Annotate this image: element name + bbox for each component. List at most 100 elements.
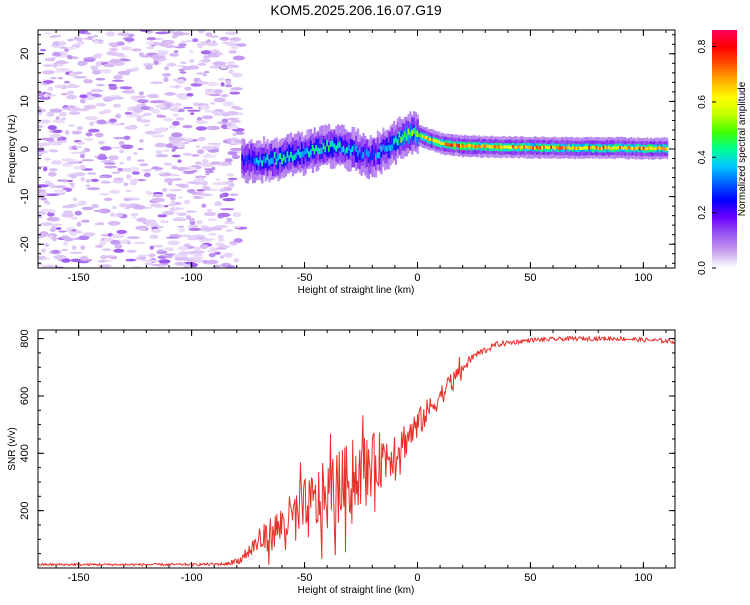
noise-speck <box>116 41 125 46</box>
noise-speck <box>178 251 191 255</box>
noise-speck <box>62 107 70 110</box>
signal-cell <box>358 146 361 153</box>
noise-speck <box>209 247 216 252</box>
noise-speck <box>79 255 89 261</box>
spectrogram-cells <box>38 30 669 268</box>
noise-speck <box>164 205 169 208</box>
signal-cell <box>581 146 584 150</box>
noise-speck <box>39 49 47 52</box>
signal-cell <box>628 146 631 150</box>
signal-cell <box>494 144 497 149</box>
signal-cell <box>530 145 533 149</box>
noise-speck <box>44 243 49 248</box>
noise-speck <box>76 221 82 227</box>
signal-cell <box>519 146 522 150</box>
noise-speck <box>145 41 155 45</box>
noise-speck <box>50 76 58 80</box>
spectrogram-y-label: Frequency (Hz) <box>7 115 18 184</box>
noise-speck <box>190 83 203 86</box>
signal-cell <box>470 144 473 148</box>
signal-cell <box>664 147 667 151</box>
signal-cell <box>313 148 316 155</box>
noise-speck <box>51 142 62 146</box>
noise-speck <box>232 156 239 160</box>
noise-speck <box>113 136 127 140</box>
noise-speck <box>176 207 184 210</box>
noise-speck <box>213 111 219 116</box>
noise-speck <box>66 226 75 230</box>
noise-speck <box>164 66 170 71</box>
noise-speck <box>76 126 83 131</box>
signal-cell <box>300 142 304 158</box>
signal-cell <box>371 153 374 161</box>
noise-speck <box>210 161 221 165</box>
signal-cell <box>338 141 342 148</box>
signal-cell <box>389 136 392 152</box>
signal-cell <box>344 148 347 155</box>
noise-speck <box>215 242 225 247</box>
noise-speck <box>84 137 94 142</box>
noise-speck <box>144 130 158 135</box>
noise-speck <box>73 166 82 170</box>
noise-speck <box>93 40 99 44</box>
noise-speck <box>154 104 167 109</box>
signal-cell <box>416 130 419 137</box>
noise-speck <box>38 261 43 266</box>
noise-speck <box>73 36 82 41</box>
noise-speck <box>183 265 192 268</box>
signal-cell <box>460 144 463 148</box>
noise-speck <box>68 111 81 115</box>
signal-cell <box>647 146 651 150</box>
signal-cell <box>490 145 493 149</box>
signal-cell <box>248 153 251 160</box>
noise-speck <box>153 60 159 66</box>
noise-speck <box>83 104 97 110</box>
spectrogram-y-tick-label: 0 <box>19 146 31 152</box>
noise-speck <box>46 216 60 222</box>
signal-cell <box>250 156 253 163</box>
signal-cell <box>458 144 461 148</box>
noise-speck <box>226 217 232 222</box>
noise-speck <box>77 108 90 112</box>
noise-speck <box>158 259 171 264</box>
noise-speck <box>227 138 232 144</box>
noise-speck <box>202 238 215 241</box>
signal-cell <box>602 145 605 150</box>
noise-speck <box>100 254 107 260</box>
noise-speck <box>99 176 108 179</box>
signal-cell <box>559 146 562 150</box>
signal-cell <box>347 144 351 151</box>
signal-cell <box>244 155 248 162</box>
noise-speck <box>201 145 214 150</box>
noise-speck <box>38 211 47 215</box>
noise-speck <box>145 259 159 263</box>
noise-speck <box>167 240 180 246</box>
signal-cell <box>400 136 403 143</box>
signal-cell <box>593 146 596 150</box>
noise-speck <box>161 188 168 192</box>
noise-speck <box>90 178 99 182</box>
signal-cell <box>597 146 600 150</box>
noise-speck <box>152 244 164 248</box>
signal-cell <box>353 144 356 151</box>
signal-cell <box>552 145 555 149</box>
signal-cell <box>257 152 260 168</box>
noise-speck <box>202 154 217 158</box>
noise-speck <box>119 162 124 165</box>
noise-speck <box>137 99 149 104</box>
noise-speck <box>39 231 49 237</box>
signal-cell <box>299 151 302 158</box>
noise-speck <box>124 125 136 130</box>
snr-frame <box>37 329 676 569</box>
noise-speck <box>51 226 57 229</box>
signal-cell <box>609 147 613 151</box>
noise-speck <box>127 236 141 240</box>
noise-speck <box>193 195 201 199</box>
noise-speck <box>178 228 186 233</box>
noise-speck <box>100 180 111 184</box>
noise-speck <box>151 134 165 138</box>
colorbar-tick-label: 0.2 <box>697 205 708 219</box>
noise-speck <box>81 159 95 162</box>
noise-speck <box>96 83 105 87</box>
noise-speck <box>86 187 101 191</box>
